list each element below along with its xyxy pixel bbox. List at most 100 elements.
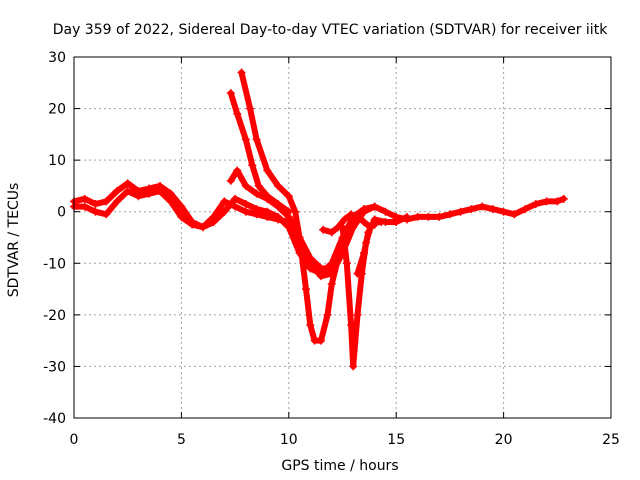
- y-tick-label: -30: [43, 359, 66, 375]
- y-tick-label: 30: [48, 50, 66, 66]
- data-point-marker: [112, 197, 121, 206]
- trace-left-arc: [319, 210, 379, 237]
- y-axis-label: SDTVAR / TECUs: [6, 183, 22, 298]
- data-point-marker: [248, 161, 257, 170]
- y-tick-label: 0: [57, 205, 66, 221]
- data-point-marker: [366, 223, 375, 232]
- x-tick-label: 10: [280, 432, 298, 448]
- y-tick-label: -10: [43, 256, 66, 272]
- data-point-marker: [334, 223, 343, 232]
- data-point-marker: [353, 212, 362, 221]
- data-point-marker: [237, 68, 246, 77]
- data-point-marker: [319, 225, 328, 234]
- chart-title: Day 359 of 2022, Sidereal Day-to-day VTE…: [53, 22, 608, 38]
- trace-tail: [353, 212, 411, 278]
- data-point-marker: [413, 212, 422, 221]
- y-tick-label: 20: [48, 102, 66, 118]
- series-line: [227, 90, 292, 215]
- data-point-marker: [274, 181, 283, 190]
- data-point-marker: [553, 197, 562, 206]
- data-point-marker: [274, 199, 283, 208]
- data-point-marker: [166, 197, 175, 206]
- data-point-marker: [334, 254, 343, 263]
- x-tick-label: 25: [602, 432, 620, 448]
- data-point-marker: [340, 215, 349, 224]
- data-point-marker: [209, 212, 218, 221]
- data-point-marker: [241, 207, 250, 216]
- data-point-marker: [241, 199, 250, 208]
- data-point-marker: [295, 233, 304, 242]
- data-point-marker: [317, 336, 326, 345]
- y-tick-label: -40: [43, 411, 66, 427]
- data-point-marker: [478, 202, 487, 211]
- data-point-marker: [134, 192, 143, 201]
- data-point-marker: [521, 205, 530, 214]
- data-point-marker: [347, 321, 356, 330]
- data-point-marker: [80, 194, 89, 203]
- y-tick-label: 10: [48, 153, 66, 169]
- data-point-marker: [381, 218, 390, 227]
- data-point-marker: [347, 210, 356, 219]
- data-point-marker: [499, 207, 508, 216]
- trace-high-branch-b: [226, 89, 293, 216]
- data-point-marker: [177, 212, 186, 221]
- data-point-marker: [370, 202, 379, 211]
- plot-frame: [73, 56, 612, 419]
- data-point-marker: [467, 205, 476, 214]
- data-point-marker: [359, 207, 368, 216]
- data-point-marker: [254, 181, 263, 190]
- data-point-marker: [392, 218, 401, 227]
- data-point-marker: [559, 194, 568, 203]
- data-point-marker: [241, 135, 250, 144]
- data-point-marker: [91, 199, 100, 208]
- data-point-marker: [488, 205, 497, 214]
- data-point-marker: [317, 264, 326, 273]
- data-point-marker: [274, 215, 283, 224]
- data-point-marker: [233, 166, 242, 175]
- data-point-marker: [435, 212, 444, 221]
- data-point-marker: [226, 176, 235, 185]
- x-tick-label: 20: [495, 432, 513, 448]
- data-point-marker: [424, 212, 433, 221]
- data-point-marker: [252, 189, 261, 198]
- data-point-marker: [166, 189, 175, 198]
- data-point-marker: [284, 192, 293, 201]
- data-point-marker: [231, 194, 240, 203]
- data-point-marker: [241, 181, 250, 190]
- data-point-marker: [381, 207, 390, 216]
- data-point-marker: [263, 166, 272, 175]
- data-point-marker: [317, 272, 326, 281]
- data-point-marker: [402, 212, 411, 221]
- data-point-marker: [323, 310, 332, 319]
- data-point-marker: [231, 202, 240, 211]
- data-point-marker: [226, 89, 235, 98]
- data-point-marker: [177, 202, 186, 211]
- data-point-marker: [263, 212, 272, 221]
- x-tick-label: 15: [387, 432, 405, 448]
- data-point-marker: [198, 223, 207, 232]
- grid: [74, 57, 611, 418]
- data-point-marker: [252, 135, 261, 144]
- data-point-marker: [445, 210, 454, 219]
- data-point-marker: [542, 197, 551, 206]
- data-point-marker: [233, 109, 242, 118]
- data-point-marker: [252, 210, 261, 219]
- data-point-marker: [456, 207, 465, 216]
- data-point-marker: [342, 259, 351, 268]
- data-point-marker: [349, 218, 358, 227]
- data-point-marker: [353, 269, 362, 278]
- data-point-marker: [306, 254, 315, 263]
- axis-ticks: 0 5 10 15 20 25 30 20 10 0 -10 -20 -30 -40: [43, 50, 620, 448]
- data-point-marker: [80, 202, 89, 211]
- data-point-marker: [220, 197, 229, 206]
- y-tick-label: -20: [43, 308, 66, 324]
- data-point-marker: [531, 199, 540, 208]
- series-line: [238, 69, 367, 344]
- data-point-marker: [145, 189, 154, 198]
- data-point-marker: [370, 220, 379, 229]
- data-point-marker: [359, 218, 368, 227]
- data-point-marker: [112, 187, 121, 196]
- data-point-marker: [349, 362, 358, 371]
- x-axis-label: GPS time / hours: [281, 458, 398, 474]
- data-point-marker: [102, 197, 111, 206]
